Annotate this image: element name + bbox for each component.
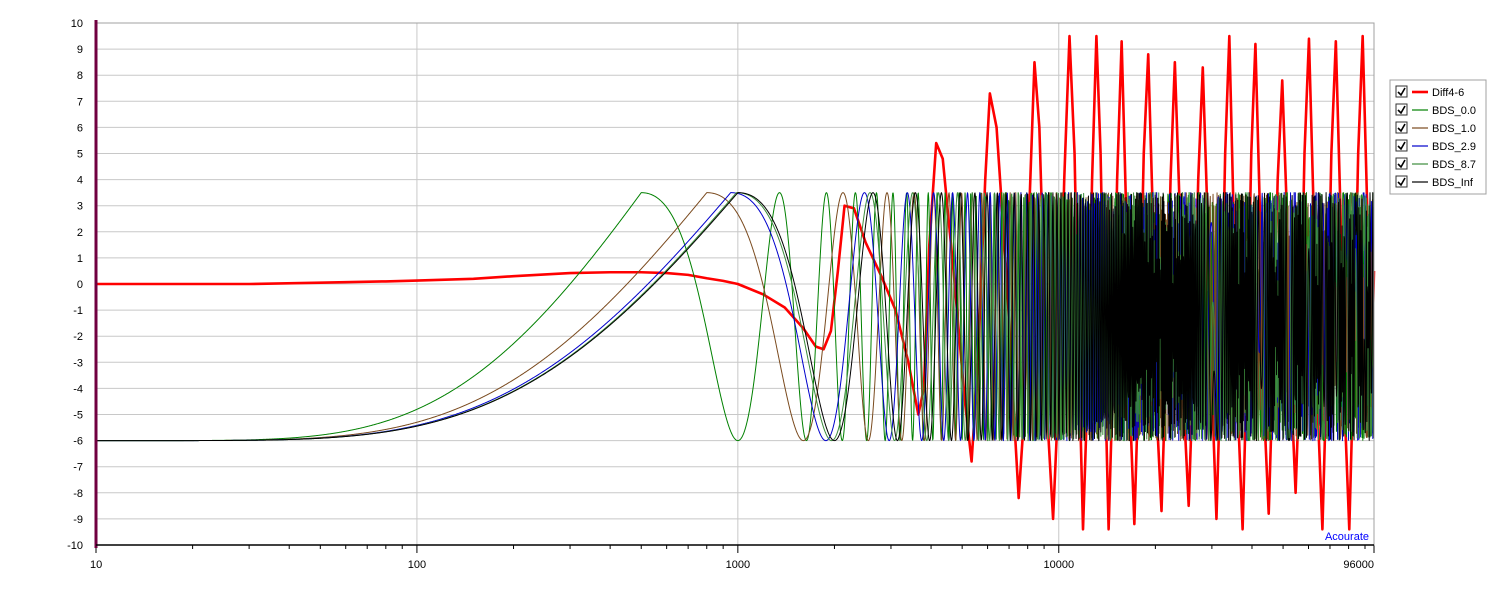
legend: Diff4-6 BDS_0.0 BDS_1.0 BDS_2.9 BDS_8.7 BDS_I… [1389, 79, 1487, 195]
series-line-bds-inf [95, 192, 1375, 442]
y-tick-label: 4 [77, 175, 83, 187]
y-tick-label: 1 [77, 253, 83, 265]
checkmark-icon [1397, 159, 1406, 169]
y-tick-label: 0 [77, 279, 83, 291]
y-tick-label: -10 [67, 540, 83, 552]
x-tick-label: 96000 [1343, 559, 1374, 571]
legend-item[interactable]: BDS_2.9 [1395, 139, 1476, 153]
checkmark-icon [1397, 141, 1406, 151]
legend-item[interactable]: BDS_8.7 [1395, 157, 1476, 171]
status-label: Acourate [1325, 531, 1369, 543]
y-tick-label: -6 [73, 436, 83, 448]
x-tick-label: 100 [408, 559, 426, 571]
x-tick-label: 10000 [1043, 559, 1074, 571]
checkmark-icon [1397, 123, 1406, 133]
y-tick-label: 8 [77, 70, 83, 82]
legend-item[interactable]: Diff4-6 [1395, 85, 1464, 99]
y-tick-label: 9 [77, 44, 83, 56]
y-tick-label: -3 [73, 357, 83, 369]
legend-item[interactable]: BDS_Inf [1395, 175, 1474, 189]
series-layer [95, 34, 1376, 531]
x-tick-label: 10 [90, 559, 102, 571]
legend-label: BDS_1.0 [1432, 123, 1476, 135]
y-tick-label: -7 [73, 462, 83, 474]
y-tick-label: -5 [73, 410, 83, 422]
legend-label: BDS_2.9 [1432, 141, 1476, 153]
y-tick-label: 5 [77, 149, 83, 161]
legend-label: Diff4-6 [1432, 87, 1464, 99]
legend-checkbox[interactable] [1395, 157, 1408, 170]
y-tick-label: 3 [77, 201, 83, 213]
legend-item[interactable]: BDS_1.0 [1395, 121, 1476, 135]
checkmark-icon [1397, 177, 1406, 187]
legend-checkbox[interactable] [1395, 85, 1408, 98]
legend-checkbox[interactable] [1395, 175, 1408, 188]
legend-label: BDS_0.0 [1432, 105, 1476, 117]
y-tick-label: 10 [71, 18, 83, 30]
y-tick-label: -8 [73, 488, 83, 500]
y-tick-label: 7 [77, 96, 83, 108]
legend-label: BDS_Inf [1432, 177, 1474, 189]
y-tick-label: -1 [73, 305, 83, 317]
series-line-diff4-6 [96, 34, 1376, 531]
y-tick-label: -9 [73, 514, 83, 526]
legend-item[interactable]: BDS_0.0 [1395, 103, 1476, 117]
legend-box [1389, 79, 1487, 195]
y-tick-label: -2 [73, 331, 83, 343]
legend-checkbox[interactable] [1395, 121, 1408, 134]
y-tick-label: -4 [73, 383, 83, 395]
x-tick-label: 1000 [726, 559, 750, 571]
legend-checkbox[interactable] [1395, 103, 1408, 116]
legend-checkbox[interactable] [1395, 139, 1408, 152]
y-tick-label: 2 [77, 227, 83, 239]
checkmark-icon [1397, 87, 1406, 97]
legend-label: BDS_8.7 [1432, 159, 1476, 171]
checkmark-icon [1397, 105, 1406, 115]
y-tick-label: 6 [77, 122, 83, 134]
